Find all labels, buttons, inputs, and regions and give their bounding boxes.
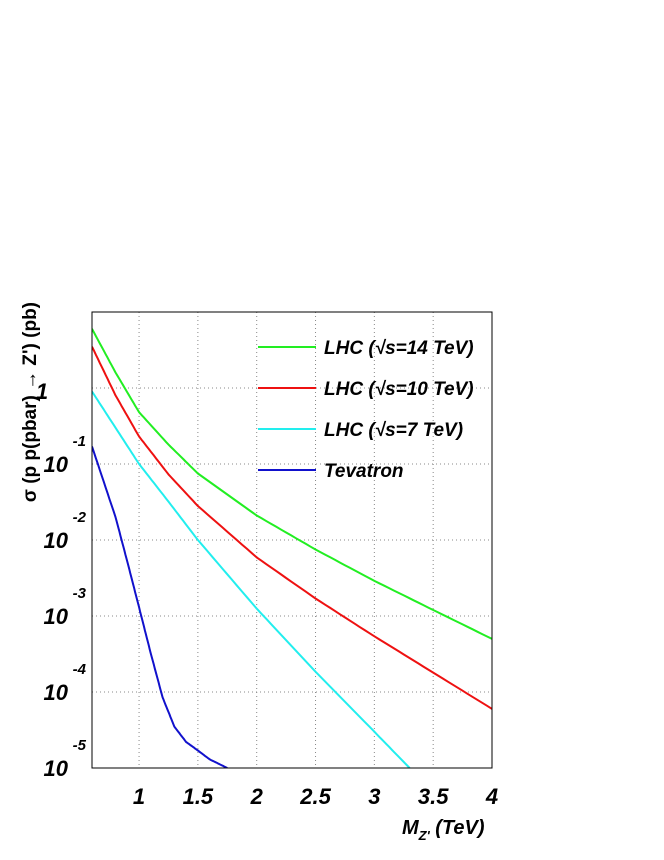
y-tick-base: 10: [44, 604, 69, 629]
x-axis-title: MZ' (TeV): [402, 817, 485, 843]
y-tick-labels: 110-110-210-310-410-5: [36, 379, 87, 781]
legend-item: LHC (√s=10 TeV): [258, 379, 474, 400]
x-tick-label: 2.5: [299, 784, 331, 809]
series-line-3: [92, 446, 228, 768]
y-tick-exponent: -4: [73, 661, 87, 678]
x-tick-label: 3: [368, 784, 380, 809]
y-tick-base: 10: [44, 756, 69, 781]
y-tick-label: 10-2: [44, 509, 87, 553]
x-tick-label: 1: [133, 784, 145, 809]
y-tick-base: 1: [36, 379, 48, 404]
y-tick-label: 10-4: [44, 661, 87, 705]
plot-frame: [91, 311, 493, 769]
legend: LHC (√s=14 TeV) LHC (√s=10 TeV) LHC (√s=7 …: [258, 338, 474, 482]
y-tick-label: 1: [36, 379, 48, 404]
legend-label: LHC (√s=7 TeV): [324, 420, 463, 441]
legend-label: Tevatron: [324, 461, 404, 482]
y-tick-exponent: -2: [73, 509, 87, 526]
legend-item: Tevatron: [258, 461, 404, 482]
series-lines: [92, 328, 492, 768]
x-tick-label: 4: [485, 784, 498, 809]
y-tick-exponent: -3: [73, 585, 87, 602]
x-axis-title-main: M: [402, 817, 420, 839]
y-tick-base: 10: [44, 680, 69, 705]
series-line-0: [92, 328, 492, 640]
legend-item: LHC (√s=7 TeV): [258, 420, 463, 441]
legend-item: LHC (√s=14 TeV): [258, 338, 474, 359]
x-tick-label: 2: [250, 784, 264, 809]
y-tick-label: 10-1: [44, 433, 86, 477]
y-tick-exponent: -1: [73, 433, 86, 450]
series-line-2: [92, 390, 411, 768]
x-axis-title-sub: Z': [418, 828, 431, 843]
x-tick-label: 1.5: [183, 784, 214, 809]
y-tick-label: 10-3: [44, 585, 87, 629]
y-tick-label: 10-5: [44, 737, 87, 781]
x-tick-labels: 1 1.5 2 2.5 3 3.5 4: [133, 784, 498, 809]
y-tick-exponent: -5: [73, 737, 87, 754]
x-tick-label: 3.5: [418, 784, 449, 809]
series-line-1: [92, 346, 492, 710]
legend-label: LHC (√s=10 TeV): [324, 379, 474, 400]
y-axis-title: σ (p p(pbar) → Z') (pb): [20, 302, 41, 502]
y-tick-base: 10: [44, 452, 69, 477]
y-tick-base: 10: [44, 528, 69, 553]
legend-label: LHC (√s=14 TeV): [324, 338, 474, 359]
x-axis-title-unit: (TeV): [430, 817, 485, 839]
